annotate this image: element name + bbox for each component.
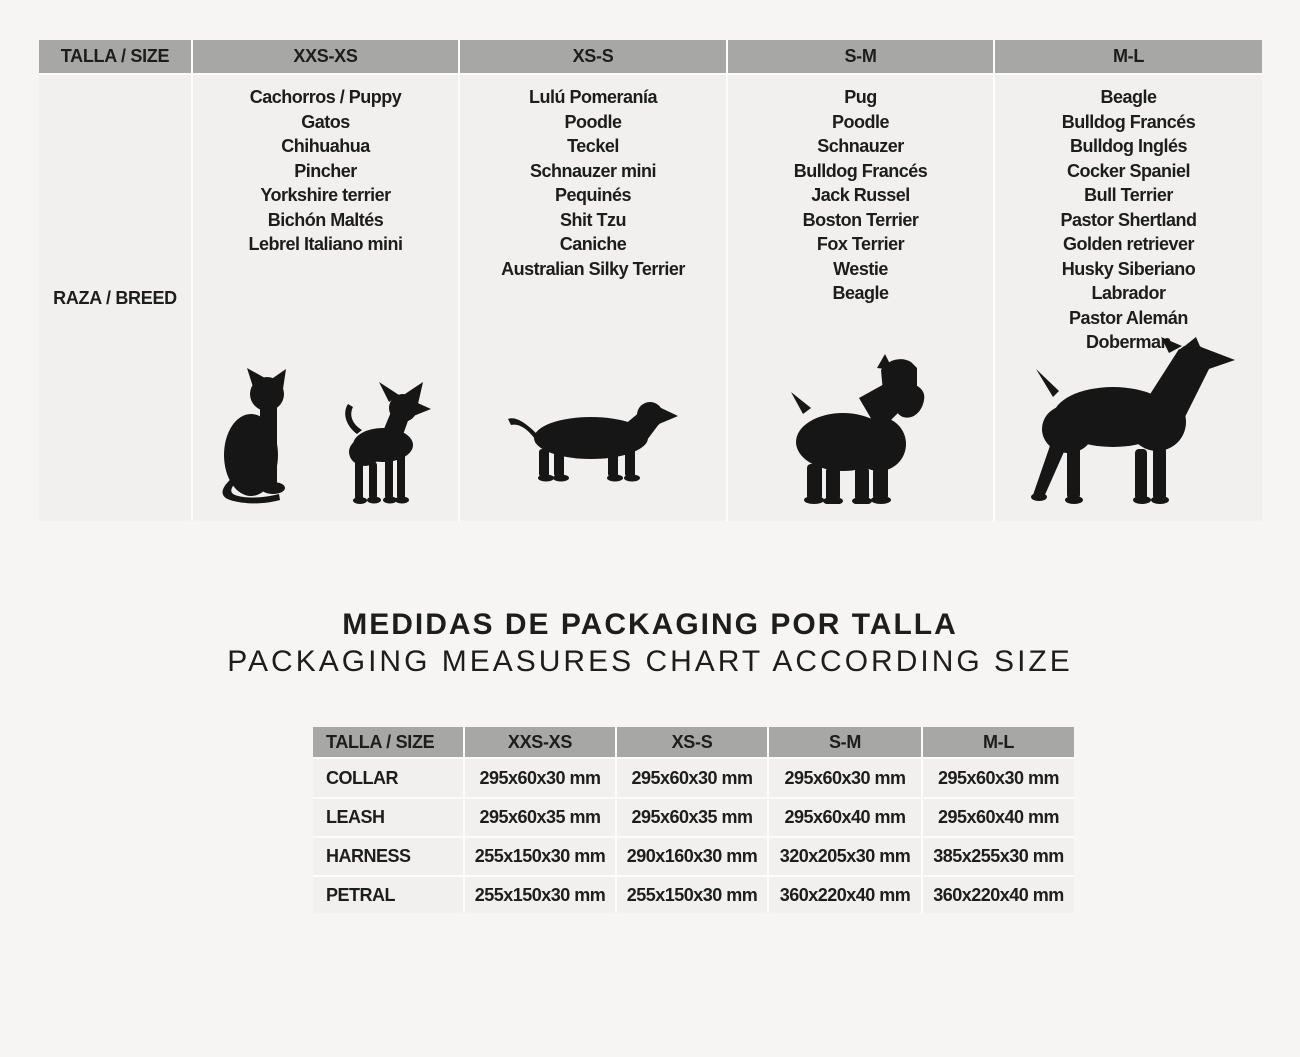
breed-name: Pastor Alemán [1069,307,1188,328]
breed-size-table: TALLA / SIZE XXS-XS XS-S S-M M-L RAZA / BREED… [39,40,1262,521]
pack-value-leash-s-m: 295x60x40 mm [769,799,921,836]
breed-name: Boston Terrier [802,209,919,230]
breed-name: Poodle [564,111,622,132]
breed-name: Bulldog Francés [1061,111,1196,132]
breed-name: Cachorros / Puppy [249,87,402,107]
pack-value-harness-m-l: 385x255x30 mm [923,838,1074,875]
breed-name: Teckel [567,136,619,156]
dachshund-icon [507,394,679,482]
pack-value-harness-s-m: 320x205x30 mm [769,838,921,875]
breed-name: Caniche [559,234,627,254]
breed-name: Husky Siberiano [1061,258,1196,279]
breed-name: Yorkshire terrier [260,185,391,205]
breed-cell-xs-s: Lulú Pomeranía Poodle Teckel Schnauzer mini… [460,75,726,521]
size-header-m-l: M-L [995,40,1262,73]
pack-value-petral-m-l: 360x220x40 mm [923,877,1074,913]
pack-value-leash-m-l: 295x60x40 mm [923,799,1074,836]
breed-icons-xxs-xs [193,367,458,504]
packaging-title: MEDIDAS DE PACKAGING POR TALLA [342,608,958,641]
chihuahua-icon [341,382,433,504]
packaging-subtitle: PACKAGING MEASURES CHART ACCORDING SIZE [227,645,1073,678]
breed-name: Beagle [832,283,889,303]
breed-name: Schnauzer mini [529,160,657,181]
breed-icons-m-l [995,337,1262,504]
breed-name: Labrador [1091,283,1166,303]
pack-value-collar-xs-s: 295x60x30 mm [617,759,767,797]
breed-name: Pincher [294,160,357,181]
breed-name: Bulldog Francés [793,160,928,181]
breed-name: Bull Terrier [1084,185,1173,205]
pack-header-xs-s: XS-S [617,727,767,757]
pack-header-xxs-xs: XXS-XS [465,727,615,757]
pack-row-label-petral: PETRAL [313,877,463,913]
pack-value-petral-xxs-xs: 255x150x30 mm [465,877,615,913]
breed-name: Fox Terrier [816,234,905,254]
doberman-icon [1021,337,1236,504]
breed-name: Doberman [1085,332,1172,352]
breed-name: Beagle [1100,87,1157,107]
breed-name: Poodle [831,111,890,132]
breed-name: Bichón Maltés [267,209,384,230]
pack-value-leash-xxs-xs: 295x60x35 mm [465,799,615,836]
cat-icon [219,367,295,504]
breed-icons-s-m [728,354,993,504]
pack-value-collar-m-l: 295x60x30 mm [923,759,1074,797]
breed-name: Shit Tzu [560,209,627,230]
pack-row-label-collar: COLLAR [313,759,463,797]
breed-name: Pastor Shertland [1060,209,1197,230]
pack-row-label-harness: HARNESS [313,838,463,875]
breed-name: Westie [833,258,888,279]
pack-value-harness-xxs-xs: 255x150x30 mm [465,838,615,875]
pack-value-collar-xxs-xs: 295x60x30 mm [465,759,615,797]
pack-value-petral-xs-s: 255x150x30 mm [617,877,767,913]
breed-cell-s-m: Pug Poodle Schnauzer Bulldog Francés Jack Ru… [728,75,993,521]
breed-name: Schnauzer [817,136,904,156]
breed-name: Australian Silky Terrier [501,258,685,279]
breed-name: Lebrel Italiano mini [248,234,403,254]
breed-list-s-m: Pug Poodle Schnauzer Bulldog Francés Jack Ru… [728,75,993,306]
breed-name: Cocker Spaniel [1066,160,1191,181]
size-header-s-m: S-M [728,40,993,73]
breed-list-xxs-xs: Cachorros / Puppy Gatos Chihuahua Pincher Yo… [193,75,458,257]
breed-name: Jack Russel [811,185,910,205]
size-header-corner: TALLA / SIZE [39,40,191,73]
breed-name: Golden retriever [1062,234,1195,254]
breed-name: Lulú Pomeranía [528,87,658,107]
breed-name: Gatos [301,111,350,132]
breed-name: Pug [844,87,877,107]
pack-value-petral-s-m: 360x220x40 mm [769,877,921,913]
size-header-xs-s: XS-S [460,40,726,73]
pack-value-leash-xs-s: 295x60x35 mm [617,799,767,836]
breed-list-xs-s: Lulú Pomeranía Poodle Teckel Schnauzer mini… [460,75,726,281]
pack-value-harness-xs-s: 290x160x30 mm [617,838,767,875]
breed-name: Chihuahua [281,136,370,156]
breed-name: Bulldog Inglés [1070,136,1188,156]
pack-value-collar-s-m: 295x60x30 mm [769,759,921,797]
breed-icons-xs-s [460,394,726,504]
breed-name: Pequinés [554,185,632,205]
pack-header-s-m: S-M [769,727,921,757]
packaging-table: TALLA / SIZE XXS-XS XS-S S-M M-L COLLAR 295x60… [313,727,1074,913]
breed-row-label: RAZA / BREED [39,75,191,521]
pack-header-corner: TALLA / SIZE [313,727,463,757]
size-header-xxs-xs: XXS-XS [193,40,458,73]
breed-cell-xxs-xs: Cachorros / Puppy Gatos Chihuahua Pincher Yo… [193,75,458,521]
breed-cell-m-l: Beagle Bulldog Francés Bulldog Inglés Cocke… [995,75,1262,521]
breed-list-m-l: Beagle Bulldog Francés Bulldog Inglés Cocke… [995,75,1262,355]
pack-header-m-l: M-L [923,727,1074,757]
pack-row-label-leash: LEASH [313,799,463,836]
schnauzer-icon [783,354,938,504]
